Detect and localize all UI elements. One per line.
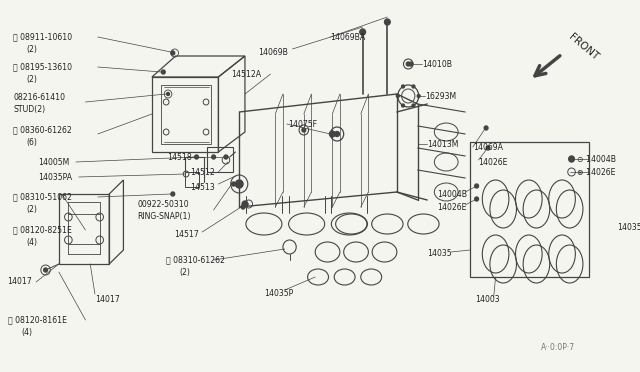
Circle shape [161,70,165,74]
Circle shape [224,155,228,159]
Circle shape [412,104,415,107]
Text: STUD(2): STUD(2) [13,105,45,113]
Text: 14512A: 14512A [230,70,260,78]
Circle shape [396,94,399,97]
Circle shape [475,197,479,201]
Circle shape [44,268,47,272]
Text: 14035: 14035 [617,222,640,231]
Text: (4): (4) [27,237,38,247]
Text: (2): (2) [27,45,38,54]
Circle shape [232,182,236,186]
Circle shape [484,126,488,130]
Text: 14517: 14517 [173,230,198,238]
Circle shape [360,29,365,35]
Circle shape [569,156,574,162]
Text: Ⓢ 08310-51062: Ⓢ 08310-51062 [13,192,72,202]
Text: 14010B: 14010B [422,60,452,68]
Text: 14026E: 14026E [436,202,466,212]
Circle shape [402,104,404,107]
Text: 14513: 14513 [190,183,214,192]
Text: (2): (2) [27,205,38,214]
Text: 14035P: 14035P [264,289,293,298]
Text: RING-SNAP(1): RING-SNAP(1) [138,212,191,221]
Text: ⊗ 14026E: ⊗ 14026E [577,167,616,176]
Text: 14518: 14518 [167,153,192,161]
Text: A··0:0P·7: A··0:0P·7 [541,343,575,352]
Text: FRONT: FRONT [567,32,600,62]
Text: Ⓦ 08195-13610: Ⓦ 08195-13610 [13,62,72,71]
Text: (6): (6) [27,138,38,147]
Circle shape [171,51,175,55]
Circle shape [242,201,248,207]
Text: 14512: 14512 [190,167,214,176]
Circle shape [406,62,410,66]
Text: 14026E: 14026E [479,157,508,167]
Text: 14035PA: 14035PA [38,173,72,182]
Circle shape [166,93,170,96]
Text: 08216-61410: 08216-61410 [13,93,65,102]
Text: (2): (2) [27,74,38,83]
Circle shape [335,131,339,137]
Text: Ⓝ 08911-10610: Ⓝ 08911-10610 [13,32,72,42]
Text: 14005M: 14005M [38,157,69,167]
Circle shape [409,62,413,66]
Text: Ⓑ 08360-61262: Ⓑ 08360-61262 [13,125,72,135]
Text: Ⓑ 08120-8251E: Ⓑ 08120-8251E [13,225,72,234]
Circle shape [402,85,404,88]
Text: 14013M: 14013M [428,140,459,148]
Circle shape [475,184,479,188]
Circle shape [417,94,420,97]
Circle shape [330,131,335,137]
Text: 16293M: 16293M [426,92,456,100]
Text: 14069BA: 14069BA [330,32,365,42]
Text: 14069A: 14069A [473,142,502,151]
Circle shape [385,19,390,25]
Text: (2): (2) [179,267,190,276]
Circle shape [486,146,490,150]
Circle shape [195,155,198,159]
Text: Ⓑ 08310-61262: Ⓑ 08310-61262 [166,256,225,264]
Circle shape [302,128,306,132]
Text: 14003: 14003 [475,295,499,305]
Text: 14069B: 14069B [259,48,288,57]
Text: 14035: 14035 [428,250,452,259]
Circle shape [212,155,216,159]
Circle shape [241,205,245,209]
Text: 00922-50310: 00922-50310 [138,199,189,208]
Text: 14017: 14017 [95,295,120,305]
Text: 14004B: 14004B [436,189,467,199]
Circle shape [236,180,243,188]
Text: 14075F: 14075F [287,119,317,128]
Text: ⊙ 14004B: ⊙ 14004B [577,154,616,164]
Text: (4): (4) [21,327,32,337]
Circle shape [171,192,175,196]
Text: 14017: 14017 [8,278,33,286]
Text: Ⓑ 08120-8161E: Ⓑ 08120-8161E [8,315,67,324]
Circle shape [412,85,415,88]
